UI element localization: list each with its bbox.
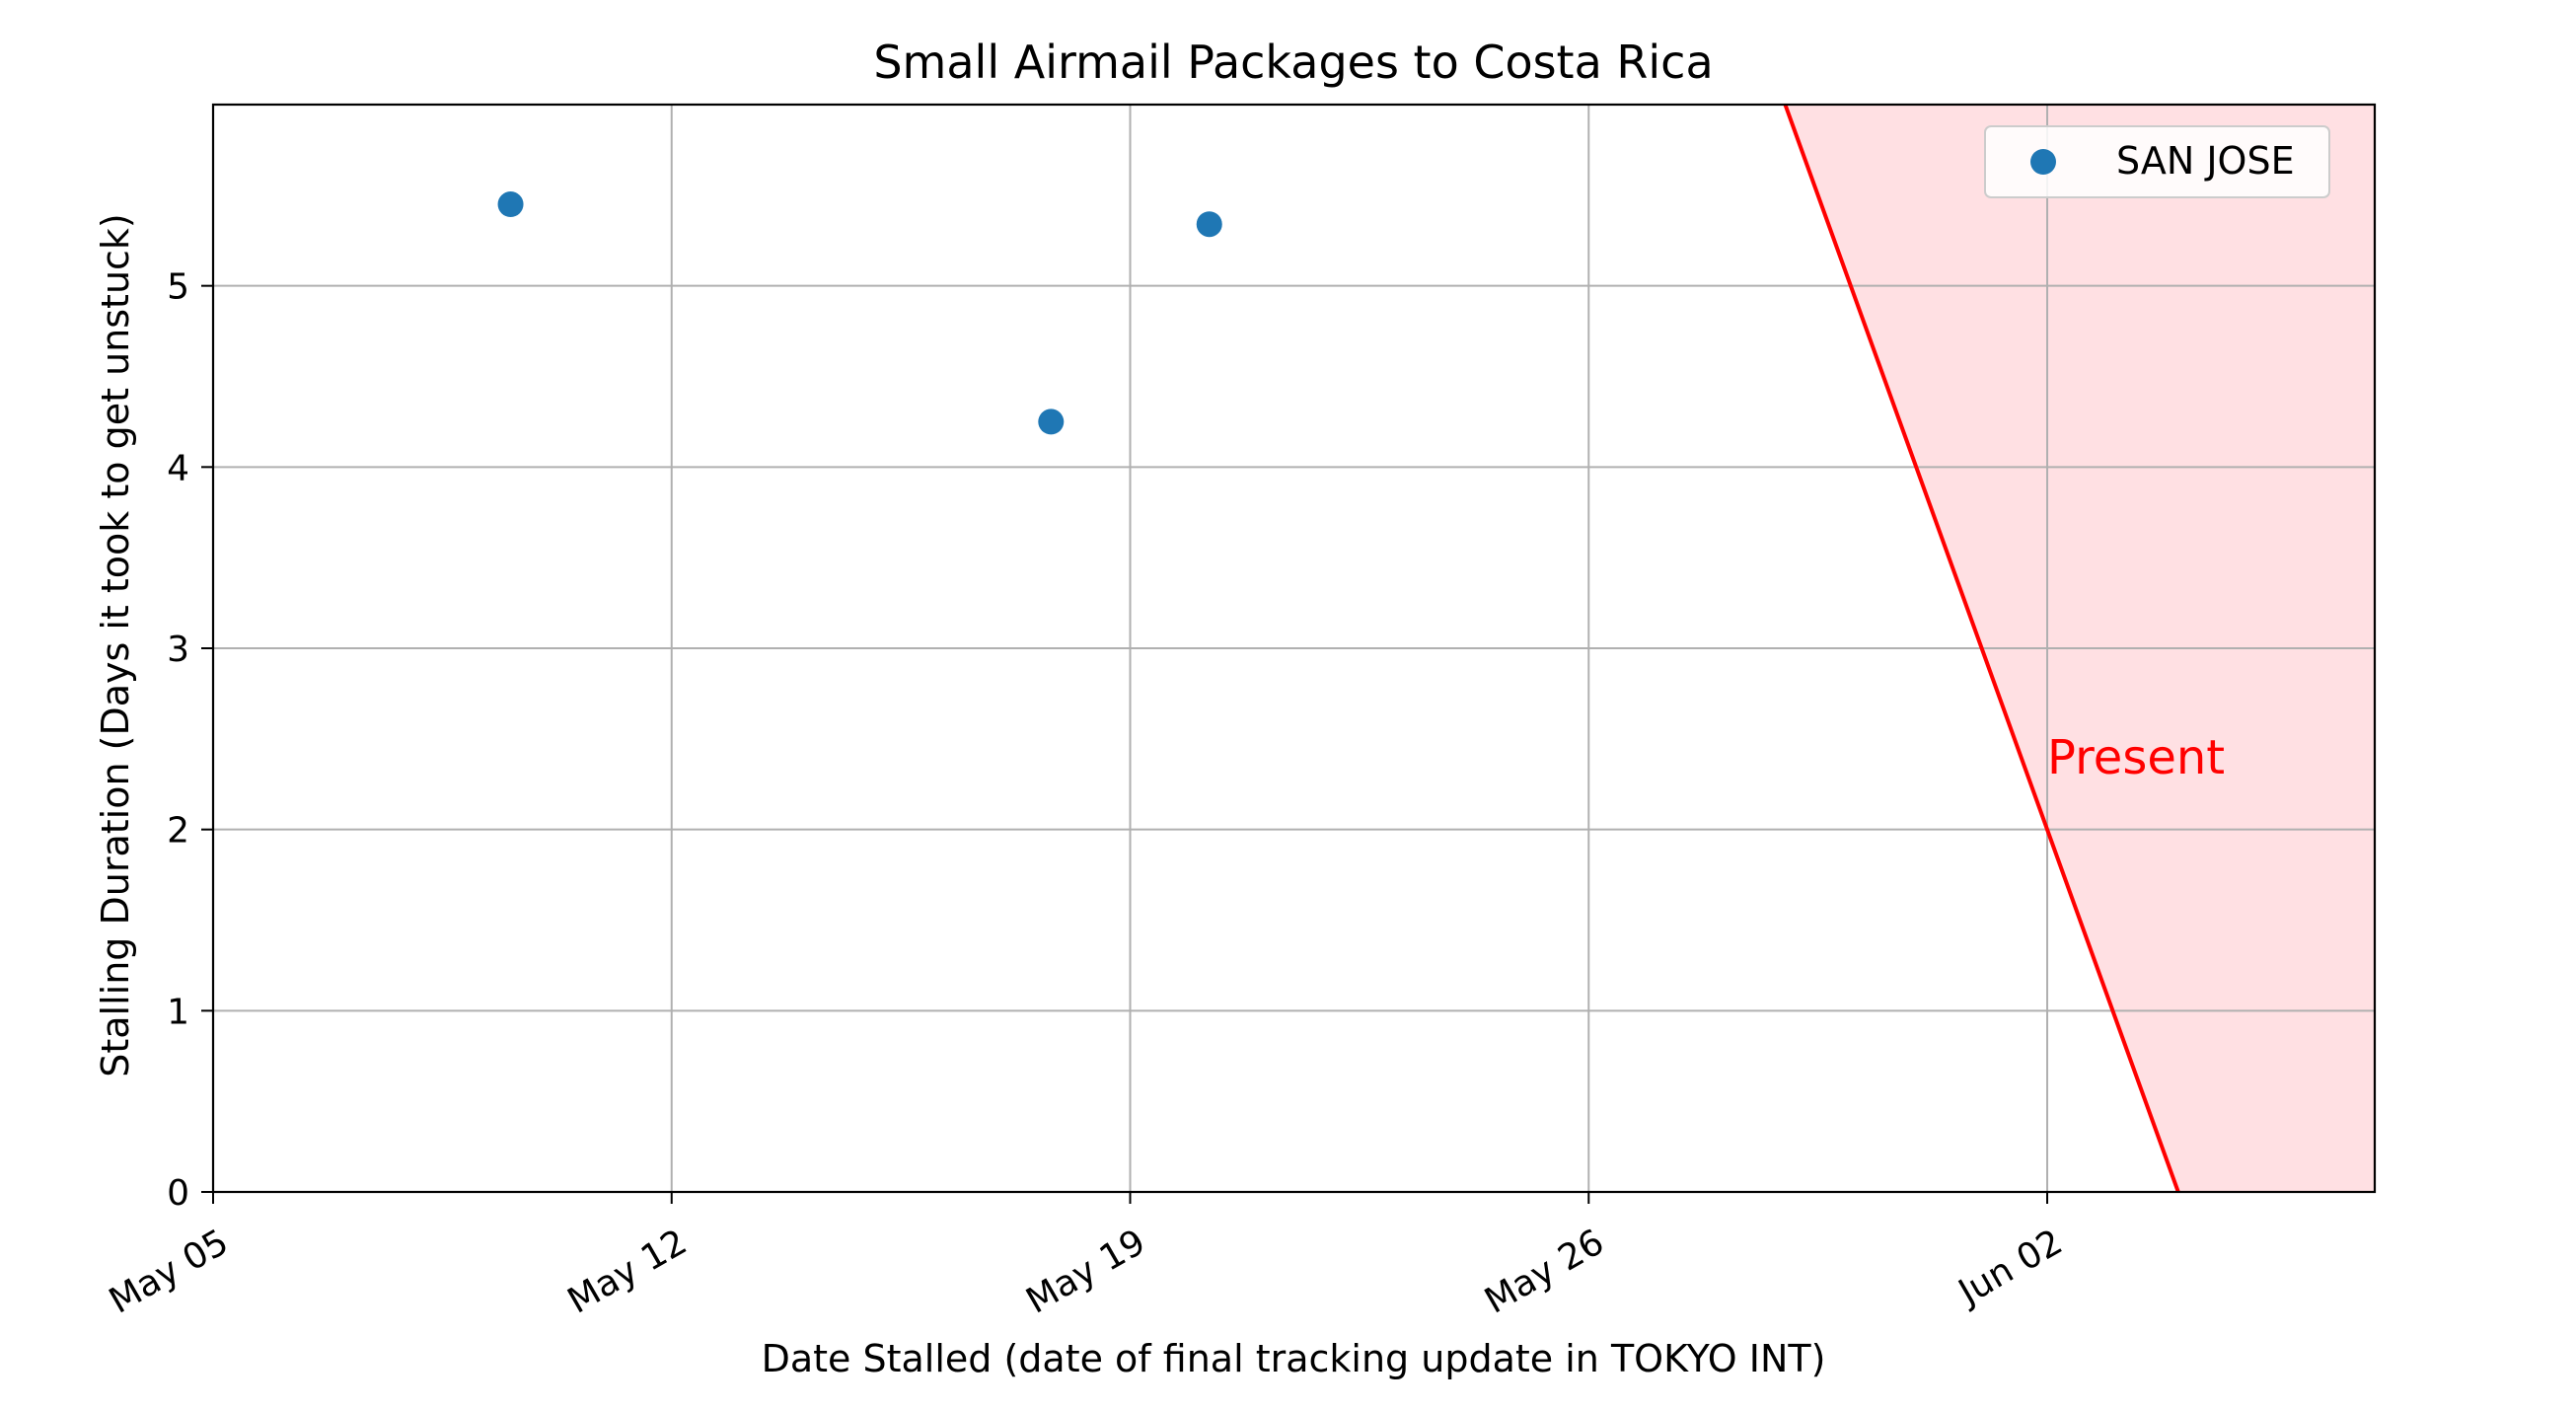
data-point <box>497 191 524 218</box>
y-tick-label: 2 <box>167 811 189 852</box>
present-line <box>1783 104 2180 1193</box>
y-axis-ticks: 0 1 2 3 4 5 <box>167 267 213 1214</box>
legend-label-san-jose: SAN JOSE <box>2116 139 2295 183</box>
data-point <box>1196 211 1222 238</box>
legend-marker-san-jose <box>2030 149 2056 175</box>
legend: SAN JOSE <box>1984 125 2330 198</box>
y-tick-label: 4 <box>167 448 189 488</box>
present-annotation: Present <box>2047 730 2225 785</box>
x-axis-label: Date Stalled (date of final tracking upd… <box>762 1337 1826 1380</box>
legend-box <box>1984 125 2330 198</box>
scatter-points <box>497 191 1222 435</box>
chart-title: Small Airmail Packages to Costa Rica <box>873 36 1713 89</box>
y-tick-label: 0 <box>167 1173 189 1214</box>
y-tick-label: 1 <box>167 992 189 1032</box>
present-line-layer <box>1783 104 2180 1193</box>
y-tick-label: 5 <box>167 267 189 308</box>
data-point <box>1038 408 1065 435</box>
y-axis-label: Stalling Duration (Days it took to get u… <box>94 213 137 1077</box>
y-tick-label: 3 <box>167 630 189 670</box>
